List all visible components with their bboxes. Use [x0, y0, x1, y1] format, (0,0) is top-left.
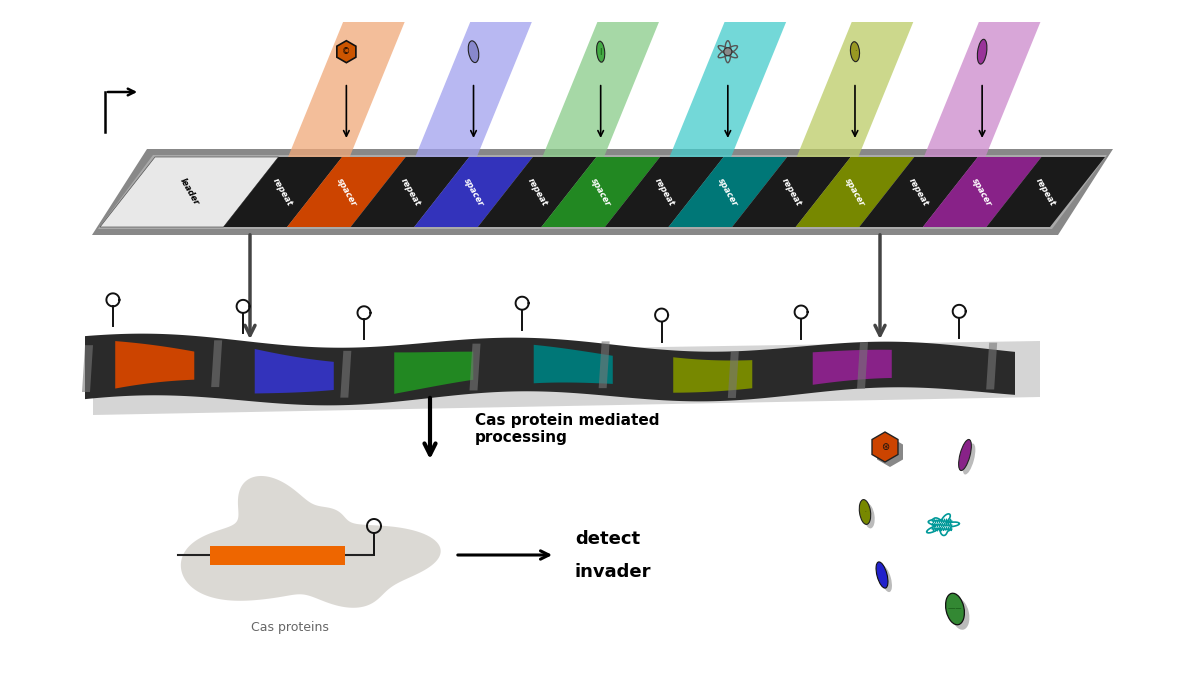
Text: repeat: repeat — [780, 176, 803, 208]
Polygon shape — [605, 157, 724, 227]
Ellipse shape — [469, 41, 478, 63]
Text: ·: · — [865, 510, 866, 514]
Polygon shape — [923, 22, 1041, 157]
Polygon shape — [255, 349, 334, 394]
Polygon shape — [813, 350, 892, 385]
Text: leader: leader — [178, 177, 201, 207]
Polygon shape — [100, 157, 279, 227]
Polygon shape — [478, 157, 597, 227]
Polygon shape — [872, 432, 898, 462]
Ellipse shape — [951, 598, 970, 630]
Ellipse shape — [963, 443, 976, 475]
Polygon shape — [923, 157, 1042, 227]
Ellipse shape — [597, 41, 605, 62]
Polygon shape — [181, 476, 440, 608]
Polygon shape — [795, 157, 914, 227]
Polygon shape — [797, 22, 914, 157]
Text: ⊛: ⊛ — [881, 442, 889, 452]
Polygon shape — [287, 157, 405, 227]
Ellipse shape — [859, 500, 871, 524]
Polygon shape — [673, 358, 752, 392]
Polygon shape — [542, 157, 660, 227]
Polygon shape — [732, 157, 850, 227]
Polygon shape — [415, 22, 532, 157]
Text: Cas protein mediated
processing: Cas protein mediated processing — [475, 413, 659, 445]
Text: repeat: repeat — [907, 176, 930, 208]
Polygon shape — [115, 341, 194, 388]
Text: —·—: —·— — [947, 606, 963, 611]
Ellipse shape — [850, 42, 860, 61]
Polygon shape — [350, 157, 469, 227]
Polygon shape — [987, 343, 997, 390]
Polygon shape — [533, 345, 612, 384]
Polygon shape — [858, 342, 868, 389]
Ellipse shape — [864, 504, 874, 528]
FancyBboxPatch shape — [210, 546, 344, 565]
Ellipse shape — [875, 562, 887, 588]
Text: spacer: spacer — [843, 176, 867, 208]
Ellipse shape — [977, 39, 987, 64]
Text: spacer: spacer — [588, 176, 612, 208]
Polygon shape — [224, 157, 342, 227]
Polygon shape — [542, 22, 659, 157]
Text: invader: invader — [575, 563, 652, 581]
Polygon shape — [670, 22, 786, 157]
Text: Cas proteins: Cas proteins — [251, 620, 329, 634]
Text: spacer: spacer — [970, 176, 994, 208]
Polygon shape — [414, 157, 532, 227]
Text: spacer: spacer — [716, 176, 739, 208]
Text: repeat: repeat — [398, 176, 421, 208]
Text: |: | — [599, 48, 602, 55]
Polygon shape — [212, 340, 222, 387]
Polygon shape — [599, 342, 610, 388]
Text: repeat: repeat — [1035, 176, 1057, 208]
Text: detect: detect — [575, 530, 640, 548]
Polygon shape — [85, 334, 1015, 406]
Polygon shape — [987, 157, 1105, 227]
Polygon shape — [728, 351, 739, 398]
Polygon shape — [337, 40, 356, 63]
Text: repeat: repeat — [525, 176, 549, 208]
Text: repeat: repeat — [271, 176, 294, 208]
Polygon shape — [669, 157, 787, 227]
Polygon shape — [93, 341, 1041, 415]
Circle shape — [724, 47, 732, 56]
Polygon shape — [470, 344, 481, 390]
Polygon shape — [859, 157, 978, 227]
Polygon shape — [98, 155, 1107, 229]
Text: ·: · — [854, 47, 856, 56]
Polygon shape — [395, 352, 474, 394]
Ellipse shape — [946, 593, 964, 625]
Polygon shape — [92, 149, 1113, 235]
Ellipse shape — [959, 440, 971, 470]
Text: spacer: spacer — [335, 176, 358, 208]
Text: ©: © — [342, 47, 350, 56]
Polygon shape — [341, 351, 352, 397]
Ellipse shape — [880, 566, 892, 592]
Polygon shape — [83, 345, 93, 392]
Text: spacer: spacer — [462, 176, 486, 208]
Text: repeat: repeat — [653, 176, 676, 208]
Polygon shape — [288, 22, 404, 157]
Polygon shape — [877, 437, 903, 467]
